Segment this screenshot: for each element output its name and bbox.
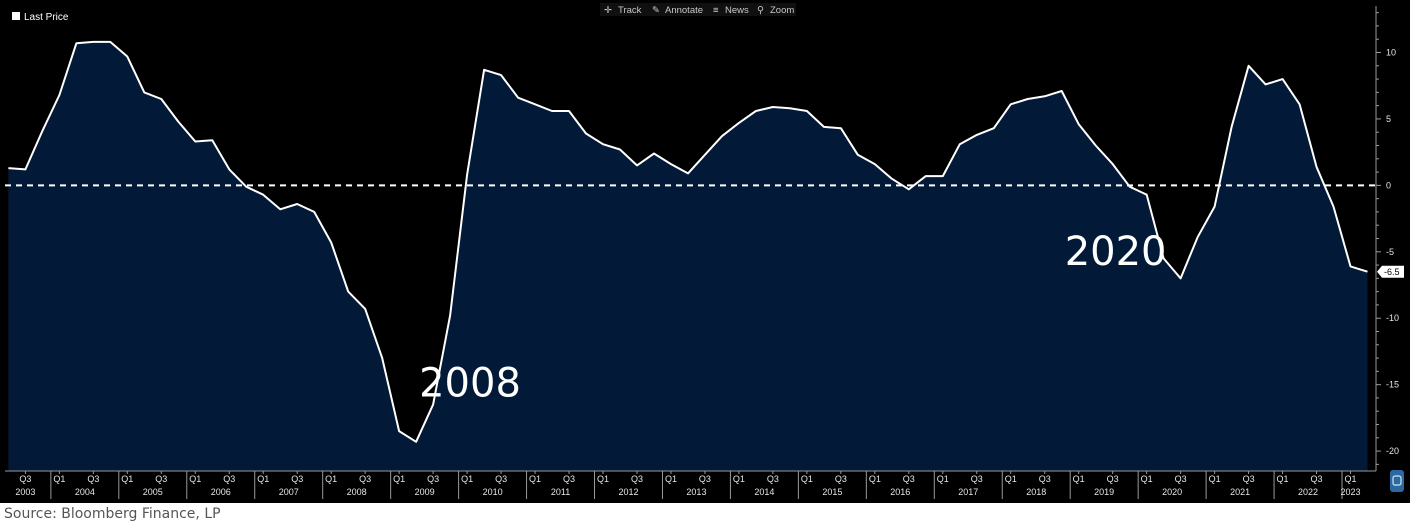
quarter-tick-label: Q3 [495, 474, 507, 484]
quarter-tick-label: Q3 [1311, 474, 1323, 484]
series-area [8, 41, 1368, 472]
quarter-tick-label: Q3 [563, 474, 575, 484]
year-label: 2005 [143, 487, 163, 497]
quarter-tick-label: Q3 [1039, 474, 1051, 484]
toolbar-news[interactable]: News [725, 5, 749, 16]
year-label: 2010 [483, 487, 503, 497]
quarter-tick-label: Q1 [1209, 474, 1221, 484]
y-tick-label: -10 [1386, 313, 1399, 323]
y-tick-label: 10 [1386, 48, 1396, 58]
quarter-tick-label: Q1 [1277, 474, 1289, 484]
quarter-tick-label: Q3 [971, 474, 983, 484]
toolbar-annotate[interactable]: Annotate [665, 5, 703, 16]
price-chart: 10 5 0 -5 -10 -15 -20 -6.5 Q3 2003 Q1 Q3 2004 Q1 Q3 20… [5, 3, 1404, 499]
quarter-tick-label: Q1 [121, 474, 133, 484]
quarter-tick-label: Q1 [257, 474, 269, 484]
annotation-2020: 2020 [1065, 229, 1167, 275]
quarter-tick-label: Q3 [87, 474, 99, 484]
quarter-tick-label: Q1 [1073, 474, 1085, 484]
quarter-tick-label: Q1 [801, 474, 813, 484]
quarter-tick-label: Q1 [189, 474, 201, 484]
toolbar-zoom[interactable]: Zoom [770, 5, 794, 16]
quarter-tick-label: Q1 [529, 474, 541, 484]
news-icon[interactable]: ≡ [713, 5, 719, 16]
quarter-tick-label: Q3 [19, 474, 31, 484]
year-label: 2019 [1094, 487, 1114, 497]
quarter-tick-label: Q3 [1175, 474, 1187, 484]
legend-label: Last Price [24, 12, 69, 23]
year-label: 2012 [618, 487, 638, 497]
year-label: 2023 [1341, 487, 1361, 497]
year-label: 2007 [279, 487, 299, 497]
quarter-tick-label: Q3 [291, 474, 303, 484]
year-label: 2011 [551, 487, 570, 497]
year-label: 2021 [1230, 487, 1250, 497]
last-value-label: -6.5 [1384, 267, 1400, 277]
toolbar-background [600, 3, 796, 16]
quarter-tick-label: Q3 [835, 474, 847, 484]
quarter-tick-label: Q1 [1141, 474, 1153, 484]
magnifier-icon[interactable]: ⚲ [757, 5, 764, 16]
quarter-tick-label: Q1 [733, 474, 745, 484]
year-label: 2003 [15, 487, 35, 497]
quarter-tick-label: Q3 [359, 474, 371, 484]
quarter-tick-label: Q1 [597, 474, 609, 484]
y-tick-label: -5 [1386, 247, 1394, 257]
year-label: 2014 [754, 487, 774, 497]
quarter-tick-label: Q3 [1243, 474, 1255, 484]
quarter-tick-label: Q1 [869, 474, 881, 484]
quarter-tick-label: Q3 [1107, 474, 1119, 484]
quarter-tick-label: Q1 [53, 474, 65, 484]
quarter-tick-label: Q3 [427, 474, 439, 484]
quarter-tick-label: Q1 [1005, 474, 1017, 484]
year-label: 2016 [890, 487, 910, 497]
y-tick-label: -15 [1386, 380, 1399, 390]
year-label: 2020 [1162, 487, 1182, 497]
annotation-2008: 2008 [419, 361, 521, 407]
quarter-tick-label: Q3 [155, 474, 167, 484]
y-tick-label: -20 [1386, 446, 1399, 456]
crosshair-icon[interactable]: ✛ [604, 5, 612, 16]
chart-frame: 10 5 0 -5 -10 -15 -20 -6.5 Q3 2003 Q1 Q3 2004 Q1 Q3 20… [0, 0, 1410, 503]
last-value-tag [1377, 265, 1404, 278]
pencil-icon[interactable]: ✎ [652, 5, 660, 16]
y-tick-label: 5 [1386, 114, 1391, 124]
quarter-tick-label: Q1 [1345, 474, 1357, 484]
scroll-button[interactable] [1390, 470, 1404, 492]
quarter-tick-label: Q3 [699, 474, 711, 484]
quarter-tick-label: Q1 [937, 474, 949, 484]
quarter-tick-label: Q3 [223, 474, 235, 484]
year-label: 2015 [822, 487, 842, 497]
quarter-tick-label: Q3 [631, 474, 643, 484]
year-label: 2006 [211, 487, 231, 497]
legend-swatch [12, 12, 20, 20]
year-label: 2022 [1298, 487, 1318, 497]
quarter-tick-label: Q1 [665, 474, 677, 484]
year-label: 2018 [1026, 487, 1046, 497]
quarter-tick-label: Q1 [461, 474, 473, 484]
toolbar-track[interactable]: Track [618, 5, 642, 16]
quarter-tick-label: Q3 [767, 474, 779, 484]
year-label: 2009 [415, 487, 435, 497]
y-tick-label: 0 [1386, 180, 1391, 190]
year-label: 2004 [75, 487, 95, 497]
scroll-button-icon [1392, 475, 1402, 486]
quarter-tick-label: Q1 [393, 474, 405, 484]
source-note: Source: Bloomberg Finance, LP [4, 506, 221, 522]
quarter-tick-label: Q1 [325, 474, 337, 484]
year-label: 2008 [347, 487, 367, 497]
quarter-tick-label: Q3 [903, 474, 915, 484]
year-label: 2013 [686, 487, 706, 497]
series-line [8, 40, 1368, 443]
year-label: 2017 [958, 487, 978, 497]
